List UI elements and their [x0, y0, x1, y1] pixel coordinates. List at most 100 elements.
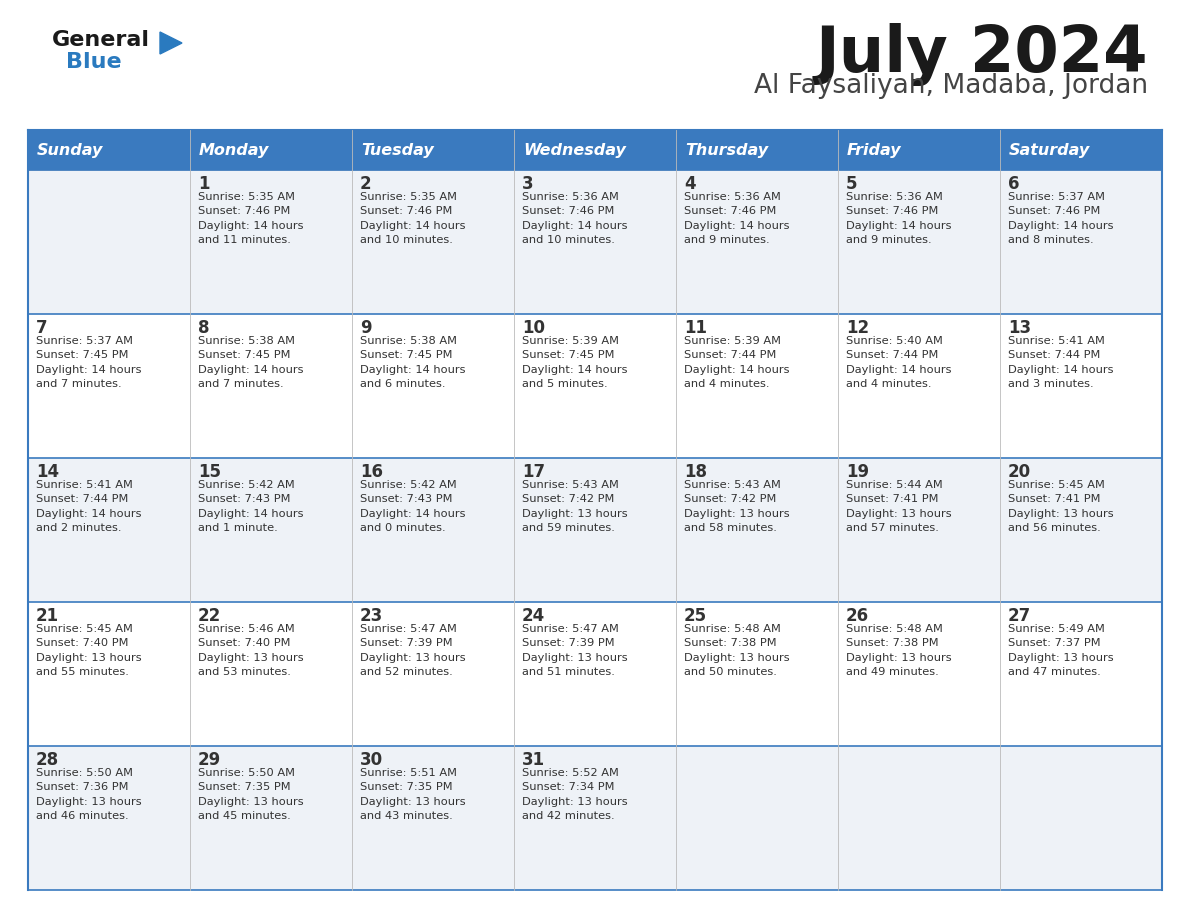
- Bar: [190, 746, 352, 890]
- Text: 15: 15: [198, 463, 221, 481]
- Bar: [1000, 458, 1162, 602]
- Text: Sunrise: 5:48 AM
Sunset: 7:38 PM
Daylight: 13 hours
and 49 minutes.: Sunrise: 5:48 AM Sunset: 7:38 PM Dayligh…: [846, 624, 952, 677]
- Bar: [29, 130, 190, 170]
- Text: Sunrise: 5:43 AM
Sunset: 7:42 PM
Daylight: 13 hours
and 59 minutes.: Sunrise: 5:43 AM Sunset: 7:42 PM Dayligh…: [522, 480, 627, 533]
- Text: 27: 27: [1007, 607, 1031, 625]
- Text: 16: 16: [360, 463, 383, 481]
- Text: 21: 21: [36, 607, 59, 625]
- Bar: [838, 130, 1000, 170]
- Text: Friday: Friday: [847, 142, 902, 158]
- Bar: [352, 458, 514, 602]
- Bar: [29, 314, 190, 458]
- Text: Sunrise: 5:51 AM
Sunset: 7:35 PM
Daylight: 13 hours
and 43 minutes.: Sunrise: 5:51 AM Sunset: 7:35 PM Dayligh…: [360, 768, 466, 822]
- Text: Sunrise: 5:37 AM
Sunset: 7:45 PM
Daylight: 14 hours
and 7 minutes.: Sunrise: 5:37 AM Sunset: 7:45 PM Dayligh…: [36, 336, 141, 389]
- Text: Sunrise: 5:46 AM
Sunset: 7:40 PM
Daylight: 13 hours
and 53 minutes.: Sunrise: 5:46 AM Sunset: 7:40 PM Dayligh…: [198, 624, 304, 677]
- Text: Sunrise: 5:36 AM
Sunset: 7:46 PM
Daylight: 14 hours
and 9 minutes.: Sunrise: 5:36 AM Sunset: 7:46 PM Dayligh…: [846, 192, 952, 245]
- Text: 18: 18: [684, 463, 707, 481]
- Text: 26: 26: [846, 607, 870, 625]
- Text: 23: 23: [360, 607, 384, 625]
- Text: 6: 6: [1007, 175, 1019, 193]
- Bar: [676, 458, 838, 602]
- Bar: [352, 602, 514, 746]
- Text: 12: 12: [846, 319, 870, 337]
- Text: 24: 24: [522, 607, 545, 625]
- Bar: [29, 746, 190, 890]
- Text: 8: 8: [198, 319, 209, 337]
- Bar: [514, 746, 676, 890]
- Text: 25: 25: [684, 607, 707, 625]
- Bar: [1000, 746, 1162, 890]
- Text: 19: 19: [846, 463, 870, 481]
- Bar: [676, 130, 838, 170]
- Text: Sunrise: 5:44 AM
Sunset: 7:41 PM
Daylight: 13 hours
and 57 minutes.: Sunrise: 5:44 AM Sunset: 7:41 PM Dayligh…: [846, 480, 952, 533]
- Text: Sunrise: 5:41 AM
Sunset: 7:44 PM
Daylight: 14 hours
and 3 minutes.: Sunrise: 5:41 AM Sunset: 7:44 PM Dayligh…: [1007, 336, 1113, 389]
- Bar: [352, 746, 514, 890]
- Text: 2: 2: [360, 175, 372, 193]
- Text: Sunrise: 5:47 AM
Sunset: 7:39 PM
Daylight: 13 hours
and 52 minutes.: Sunrise: 5:47 AM Sunset: 7:39 PM Dayligh…: [360, 624, 466, 677]
- Bar: [676, 746, 838, 890]
- Text: Sunrise: 5:38 AM
Sunset: 7:45 PM
Daylight: 14 hours
and 7 minutes.: Sunrise: 5:38 AM Sunset: 7:45 PM Dayligh…: [198, 336, 303, 389]
- Bar: [676, 314, 838, 458]
- Text: Blue: Blue: [67, 52, 121, 72]
- Text: 13: 13: [1007, 319, 1031, 337]
- Text: Al Faysaliyah, Madaba, Jordan: Al Faysaliyah, Madaba, Jordan: [754, 73, 1148, 99]
- Polygon shape: [160, 32, 182, 54]
- Text: 17: 17: [522, 463, 545, 481]
- Bar: [838, 602, 1000, 746]
- Text: July 2024: July 2024: [815, 23, 1148, 86]
- Text: Sunrise: 5:49 AM
Sunset: 7:37 PM
Daylight: 13 hours
and 47 minutes.: Sunrise: 5:49 AM Sunset: 7:37 PM Dayligh…: [1007, 624, 1113, 677]
- Bar: [29, 602, 190, 746]
- Bar: [838, 746, 1000, 890]
- Text: 4: 4: [684, 175, 696, 193]
- Bar: [29, 458, 190, 602]
- Bar: [190, 130, 352, 170]
- Text: Sunrise: 5:35 AM
Sunset: 7:46 PM
Daylight: 14 hours
and 10 minutes.: Sunrise: 5:35 AM Sunset: 7:46 PM Dayligh…: [360, 192, 466, 245]
- Text: 10: 10: [522, 319, 545, 337]
- Bar: [1000, 602, 1162, 746]
- Bar: [514, 130, 676, 170]
- Text: Sunday: Sunday: [37, 142, 103, 158]
- Text: 29: 29: [198, 751, 221, 769]
- Text: Sunrise: 5:52 AM
Sunset: 7:34 PM
Daylight: 13 hours
and 42 minutes.: Sunrise: 5:52 AM Sunset: 7:34 PM Dayligh…: [522, 768, 627, 822]
- Text: Sunrise: 5:37 AM
Sunset: 7:46 PM
Daylight: 14 hours
and 8 minutes.: Sunrise: 5:37 AM Sunset: 7:46 PM Dayligh…: [1007, 192, 1113, 245]
- Text: Sunrise: 5:41 AM
Sunset: 7:44 PM
Daylight: 14 hours
and 2 minutes.: Sunrise: 5:41 AM Sunset: 7:44 PM Dayligh…: [36, 480, 141, 533]
- Bar: [1000, 314, 1162, 458]
- Text: Sunrise: 5:47 AM
Sunset: 7:39 PM
Daylight: 13 hours
and 51 minutes.: Sunrise: 5:47 AM Sunset: 7:39 PM Dayligh…: [522, 624, 627, 677]
- Text: 7: 7: [36, 319, 48, 337]
- Bar: [352, 170, 514, 314]
- Text: 11: 11: [684, 319, 707, 337]
- Text: 22: 22: [198, 607, 221, 625]
- Text: Sunrise: 5:40 AM
Sunset: 7:44 PM
Daylight: 14 hours
and 4 minutes.: Sunrise: 5:40 AM Sunset: 7:44 PM Dayligh…: [846, 336, 952, 389]
- Bar: [190, 170, 352, 314]
- Bar: [190, 314, 352, 458]
- Text: Thursday: Thursday: [685, 142, 769, 158]
- Text: 5: 5: [846, 175, 858, 193]
- Text: Sunrise: 5:50 AM
Sunset: 7:36 PM
Daylight: 13 hours
and 46 minutes.: Sunrise: 5:50 AM Sunset: 7:36 PM Dayligh…: [36, 768, 141, 822]
- Bar: [514, 458, 676, 602]
- Text: 14: 14: [36, 463, 59, 481]
- Text: 30: 30: [360, 751, 383, 769]
- Text: Sunrise: 5:42 AM
Sunset: 7:43 PM
Daylight: 14 hours
and 0 minutes.: Sunrise: 5:42 AM Sunset: 7:43 PM Dayligh…: [360, 480, 466, 533]
- Text: General: General: [52, 30, 150, 50]
- Bar: [838, 458, 1000, 602]
- Bar: [190, 458, 352, 602]
- Bar: [676, 170, 838, 314]
- Text: Saturday: Saturday: [1009, 142, 1091, 158]
- Bar: [190, 602, 352, 746]
- Bar: [1000, 170, 1162, 314]
- Text: Sunrise: 5:43 AM
Sunset: 7:42 PM
Daylight: 13 hours
and 58 minutes.: Sunrise: 5:43 AM Sunset: 7:42 PM Dayligh…: [684, 480, 790, 533]
- Bar: [352, 314, 514, 458]
- Bar: [838, 314, 1000, 458]
- Bar: [514, 602, 676, 746]
- Text: 20: 20: [1007, 463, 1031, 481]
- Text: 9: 9: [360, 319, 372, 337]
- Bar: [514, 314, 676, 458]
- Text: Sunrise: 5:50 AM
Sunset: 7:35 PM
Daylight: 13 hours
and 45 minutes.: Sunrise: 5:50 AM Sunset: 7:35 PM Dayligh…: [198, 768, 304, 822]
- Text: Sunrise: 5:48 AM
Sunset: 7:38 PM
Daylight: 13 hours
and 50 minutes.: Sunrise: 5:48 AM Sunset: 7:38 PM Dayligh…: [684, 624, 790, 677]
- Text: Tuesday: Tuesday: [361, 142, 434, 158]
- Text: Monday: Monday: [200, 142, 270, 158]
- Text: Sunrise: 5:35 AM
Sunset: 7:46 PM
Daylight: 14 hours
and 11 minutes.: Sunrise: 5:35 AM Sunset: 7:46 PM Dayligh…: [198, 192, 303, 245]
- Text: 3: 3: [522, 175, 533, 193]
- Text: 28: 28: [36, 751, 59, 769]
- Text: Sunrise: 5:36 AM
Sunset: 7:46 PM
Daylight: 14 hours
and 9 minutes.: Sunrise: 5:36 AM Sunset: 7:46 PM Dayligh…: [684, 192, 790, 245]
